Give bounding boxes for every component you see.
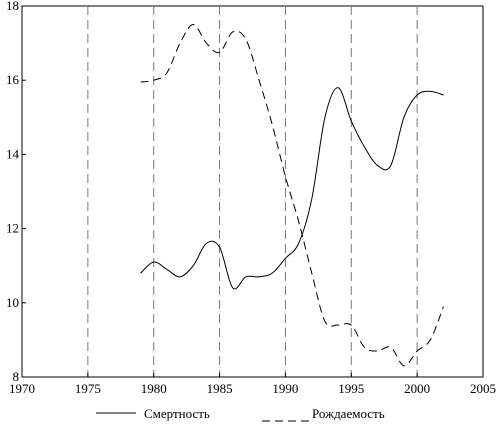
- x-tick-label-2005: 2005: [470, 381, 496, 396]
- legend-label: Рождаемость: [312, 406, 385, 421]
- x-tick-label-1985: 1985: [207, 381, 233, 396]
- x-tick-label-1990: 1990: [272, 381, 298, 396]
- y-axis-ticks: 8 10 12 14 16 18: [6, 0, 26, 384]
- x-tick-label-1970: 1970: [9, 381, 35, 396]
- x-axis-ticks: 1970 1975 1980 1985 1990 1995 2000 2005: [9, 373, 496, 396]
- y-tick-label-16: 16: [6, 72, 20, 87]
- legend: Смертность Рождаемость: [96, 406, 385, 422]
- y-tick-label-10: 10: [6, 295, 19, 310]
- y-tick-label-8: 8: [13, 369, 20, 384]
- legend-item-birth-rate: Рождаемость: [262, 406, 385, 422]
- legend-label: Смертность: [144, 406, 210, 421]
- x-tick-label-1980: 1980: [141, 381, 167, 396]
- y-tick-label-14: 14: [6, 146, 20, 161]
- series-line-birth-rate: [140, 24, 444, 367]
- series-line-death-rate: [140, 87, 444, 290]
- x-tick-label-2000: 2000: [404, 381, 430, 396]
- y-tick-label-18: 18: [6, 0, 19, 13]
- plot-area-frame: [21, 5, 484, 378]
- gridlines: [87, 6, 418, 377]
- x-tick-label-1995: 1995: [338, 381, 364, 396]
- series-layer: [140, 24, 444, 367]
- x-tick-label-1975: 1975: [75, 381, 101, 396]
- legend-item-death-rate: Смертность: [96, 406, 210, 421]
- y-tick-label-12: 12: [6, 221, 19, 236]
